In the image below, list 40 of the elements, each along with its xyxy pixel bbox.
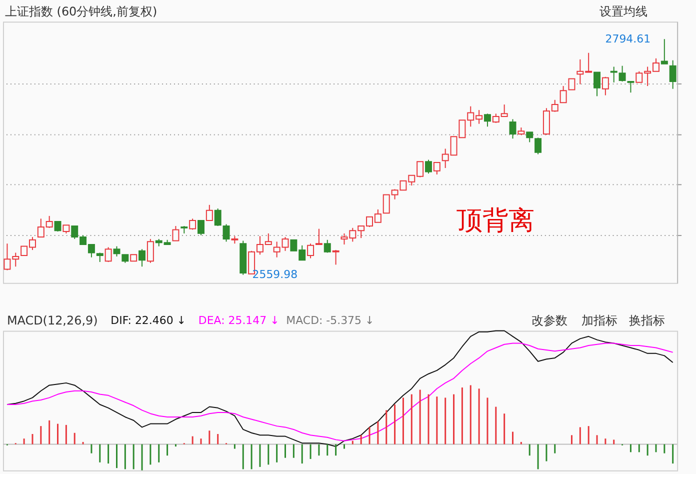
candlestick (104, 246, 112, 262)
chart-title: MACD(12,26,9) (6, 314, 98, 328)
annotation: 顶背离 (456, 206, 535, 236)
candlestick (509, 118, 516, 140)
candlestick (594, 72, 600, 97)
candlestick (222, 224, 230, 242)
candlestick (332, 250, 340, 266)
chart-title: 上证指数 (60分钟线,前复权) (4, 4, 158, 19)
annotation: 2794.61 (605, 32, 651, 46)
candlestick (560, 86, 567, 104)
text: 改参数 (531, 314, 568, 328)
candlestick (54, 220, 62, 232)
candlestick (660, 38, 668, 64)
candlestick (198, 220, 204, 236)
candlestick (669, 60, 676, 90)
candlestick (627, 81, 634, 94)
candlestick (146, 238, 154, 264)
candlestick (526, 132, 534, 143)
text: DIF: 22.460 ↓ (110, 314, 186, 327)
text: 加指标 (581, 314, 618, 328)
candlestick (206, 204, 213, 221)
text: 设置均线 (599, 4, 648, 19)
candlestick (324, 239, 331, 254)
candlestick (172, 225, 180, 242)
candlestick (568, 78, 576, 90)
candlestick (315, 228, 322, 245)
candlestick (96, 252, 104, 262)
text: DEA: 25.147 ↓ (198, 314, 280, 327)
candlestick (113, 246, 120, 257)
candlestick (214, 208, 222, 226)
candlestick (433, 162, 440, 175)
text: MACD: -5.375 ↓ (286, 314, 374, 327)
candlestick (138, 248, 146, 268)
candlestick (602, 76, 609, 96)
candlestick (484, 113, 491, 128)
annotation: 2559.98 (252, 268, 298, 281)
candlestick (534, 137, 542, 155)
text: 换指标 (629, 314, 666, 328)
candlestick (425, 159, 432, 174)
candlestick (307, 243, 314, 259)
